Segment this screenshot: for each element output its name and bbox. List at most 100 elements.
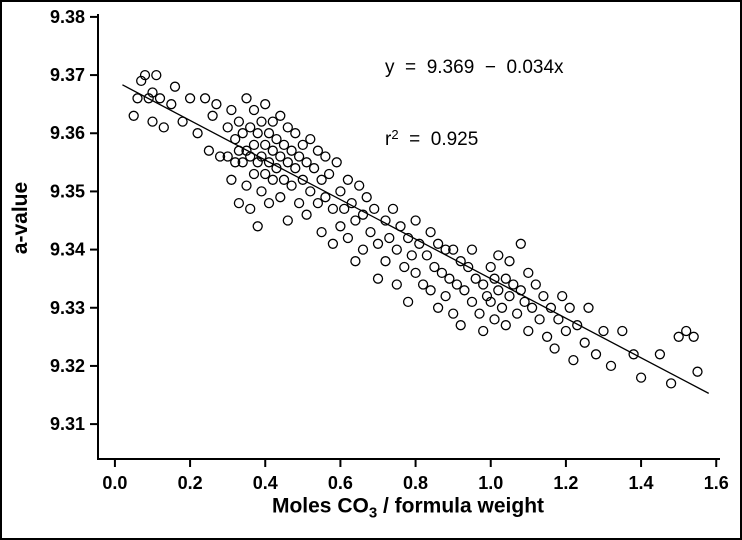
- data-point: [290, 163, 301, 174]
- data-point: [199, 93, 211, 104]
- data-point: [440, 290, 451, 302]
- svg-text:1.0: 1.0: [478, 473, 503, 493]
- data-point: [248, 139, 260, 151]
- data-point: [526, 302, 538, 313]
- data-point: [293, 197, 305, 209]
- data-point: [166, 99, 177, 110]
- data-point: [222, 122, 233, 133]
- data-point: [305, 133, 316, 145]
- data-point: [436, 267, 448, 279]
- data-point: [523, 267, 534, 279]
- data-point: [406, 250, 417, 261]
- data-point: [496, 302, 508, 313]
- data-point: [391, 279, 402, 290]
- data-point: [286, 180, 297, 191]
- svg-text:9.36: 9.36: [50, 123, 85, 143]
- svg-text:0.8: 0.8: [403, 473, 428, 493]
- svg-text:9.37: 9.37: [50, 65, 85, 85]
- data-point: [493, 285, 504, 296]
- data-point: [410, 215, 421, 226]
- data-point: [241, 180, 252, 191]
- data-point: [448, 244, 459, 255]
- data-point: [455, 256, 466, 267]
- data-point: [387, 203, 399, 215]
- data-point: [534, 314, 545, 325]
- data-point: [335, 221, 346, 232]
- data-point: [245, 122, 256, 133]
- data-point: [500, 273, 511, 284]
- data-point: [207, 110, 218, 121]
- svg-text:9.38: 9.38: [50, 7, 85, 27]
- data-point: [451, 279, 463, 290]
- data-point: [519, 296, 530, 308]
- data-point: [572, 320, 583, 331]
- data-point: [316, 226, 327, 238]
- regression-line: [122, 84, 710, 394]
- data-point: [308, 163, 320, 174]
- data-point: [391, 244, 402, 255]
- data-point: [380, 215, 391, 226]
- data-point: [665, 378, 677, 389]
- data-point: [365, 226, 376, 238]
- svg-text:9.35: 9.35: [50, 181, 85, 201]
- data-point: [500, 320, 511, 331]
- data-point: [271, 133, 282, 145]
- data-point: [245, 203, 256, 215]
- data-point: [230, 133, 241, 145]
- data-point: [267, 145, 278, 156]
- data-point: [478, 325, 489, 337]
- data-point: [466, 296, 478, 308]
- data-point: [692, 366, 703, 377]
- r-squared-value: r2 = 0.925: [385, 126, 479, 150]
- data-point: [275, 151, 286, 162]
- data-point: [278, 174, 290, 185]
- data-point: [260, 139, 271, 151]
- data-point: [673, 331, 684, 342]
- data-point: [354, 180, 365, 191]
- data-point: [233, 145, 245, 156]
- data-point: [410, 267, 421, 279]
- data-point: [598, 325, 609, 337]
- data-point: [297, 139, 308, 151]
- data-point: [286, 145, 297, 156]
- data-point: [237, 157, 248, 168]
- data-point: [154, 93, 166, 104]
- data-point: [478, 279, 489, 290]
- data-point: [263, 128, 275, 139]
- data-point: [511, 308, 523, 319]
- data-point: [372, 238, 384, 249]
- y-axis-title: a-value: [9, 181, 32, 255]
- regression-annotation: y = 9.369 − 0.034x r2 = 0.925: [385, 8, 564, 199]
- data-point: [628, 349, 639, 360]
- data-point: [485, 296, 496, 308]
- data-point: [425, 226, 436, 238]
- data-point: [275, 110, 286, 121]
- data-point: [384, 232, 395, 244]
- data-point: [557, 290, 568, 302]
- data-point: [275, 192, 286, 203]
- svg-text:1.2: 1.2: [553, 473, 578, 493]
- data-point: [681, 325, 692, 337]
- regression-equation: y = 9.369 − 0.034x: [385, 56, 564, 78]
- data-point: [654, 349, 666, 360]
- data-point: [335, 186, 346, 197]
- data-point: [301, 209, 312, 220]
- tick-marks: [90, 15, 718, 467]
- axes: [97, 14, 720, 460]
- data-point: [474, 308, 485, 319]
- svg-text:9.34: 9.34: [50, 240, 85, 260]
- data-point: [357, 209, 369, 220]
- svg-text:0.0: 0.0: [102, 473, 127, 493]
- data-point: [395, 221, 406, 232]
- data-point: [541, 331, 553, 342]
- data-point: [147, 87, 158, 98]
- data-point: [323, 168, 335, 180]
- svg-text:9.32: 9.32: [50, 356, 85, 376]
- data-point: [331, 157, 342, 168]
- svg-text:0.2: 0.2: [178, 473, 203, 493]
- data-point: [342, 232, 354, 244]
- data-point: [504, 256, 515, 267]
- data-point: [489, 273, 500, 284]
